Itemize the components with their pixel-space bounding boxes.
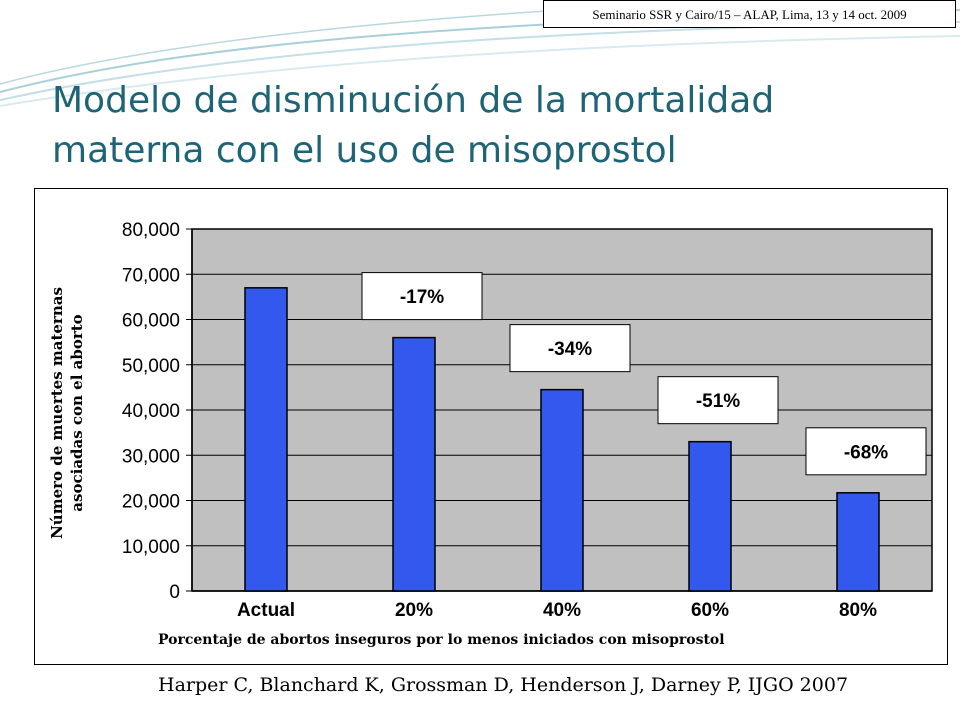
x-tick-label: 40%	[543, 600, 581, 621]
slide-title-line-1: Modelo de disminución de la mortalidad	[52, 80, 775, 121]
bar	[688, 440, 732, 592]
annotation-box	[361, 272, 483, 321]
y-axis-label-line-2: asociadas con el aborto	[68, 314, 86, 512]
y-tick-label: 30,000	[122, 446, 180, 467]
slide-title: Modelo de disminución de la mortalidad m…	[52, 76, 912, 176]
annotation-box	[657, 376, 779, 425]
bar	[540, 388, 584, 592]
bar	[244, 287, 288, 592]
bar	[836, 492, 880, 592]
y-axis-label: Número de muertes maternas asociadas con…	[47, 228, 87, 598]
y-tick-label: 80,000	[122, 220, 180, 241]
x-tick-label: 60%	[691, 600, 729, 621]
y-axis-label-container: Número de muertes maternas asociadas con…	[38, 228, 96, 598]
annotation-label: -68%	[844, 442, 888, 463]
x-tick-label: 80%	[839, 600, 877, 621]
annotation-label: -17%	[400, 287, 444, 308]
y-tick-label: 20,000	[122, 492, 180, 513]
y-tick-label: 60,000	[122, 311, 180, 332]
slide-title-line-2: materna con el uso de misoprostol	[52, 130, 677, 171]
y-axis-label-line-1: Número de muertes maternas	[48, 287, 66, 539]
annotation-box	[805, 427, 927, 476]
annotation-box	[509, 324, 631, 373]
bar	[392, 336, 436, 592]
y-tick-label: 0	[169, 582, 180, 603]
y-tick-label: 70,000	[122, 265, 180, 286]
x-tick-label: Actual	[237, 600, 295, 621]
x-tick-label: 20%	[395, 600, 433, 621]
y-tick-label: 40,000	[122, 401, 180, 422]
citation: Harper C, Blanchard K, Grossman D, Hende…	[158, 674, 849, 696]
seminar-header-note: Seminario SSR y Cairo/15 – ALAP, Lima, 1…	[543, 0, 956, 28]
y-tick-label: 50,000	[122, 356, 180, 377]
y-tick-label: 10,000	[122, 537, 180, 558]
annotation-label: -51%	[696, 391, 740, 412]
annotation-label: -34%	[548, 339, 592, 360]
x-axis-label: Porcentaje de abortos inseguros por lo m…	[158, 632, 725, 648]
